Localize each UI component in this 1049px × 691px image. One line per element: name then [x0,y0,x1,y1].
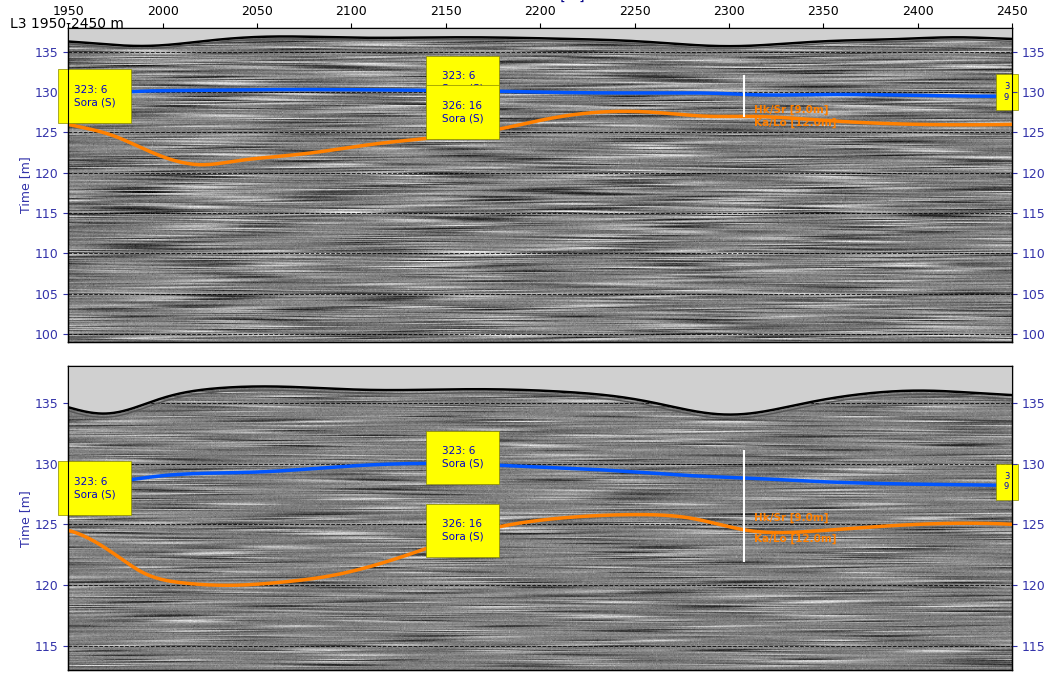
Text: 3
9: 3 9 [1004,472,1009,491]
Text: 326: 16
Sora (S): 326: 16 Sora (S) [442,101,484,124]
Text: L3 1950-2450 m: L3 1950-2450 m [10,17,125,31]
Text: 323: 6
Sora (S): 323: 6 Sora (S) [73,477,115,499]
Text: Hk/Sr [9.0m]: Hk/Sr [9.0m] [753,105,828,115]
X-axis label: Distance [m]: Distance [m] [495,0,585,2]
Text: 323: 6
Sora (S): 323: 6 Sora (S) [442,71,484,94]
Y-axis label: Time [m]: Time [m] [19,156,31,214]
Text: Hk/Sr [9.0m]: Hk/Sr [9.0m] [753,513,828,523]
Text: 323: 6
Sora (S): 323: 6 Sora (S) [442,446,484,468]
Text: 326: 16
Sora (S): 326: 16 Sora (S) [442,519,484,542]
Text: Ka/Lo [12.0m]: Ka/Lo [12.0m] [753,533,836,544]
Text: 3
9: 3 9 [1004,82,1009,102]
Y-axis label: Time [m]: Time [m] [19,490,31,547]
Text: Ka/Lo [12.0m]: Ka/Lo [12.0m] [753,117,836,128]
Text: 323: 6
Sora (S): 323: 6 Sora (S) [73,85,115,107]
